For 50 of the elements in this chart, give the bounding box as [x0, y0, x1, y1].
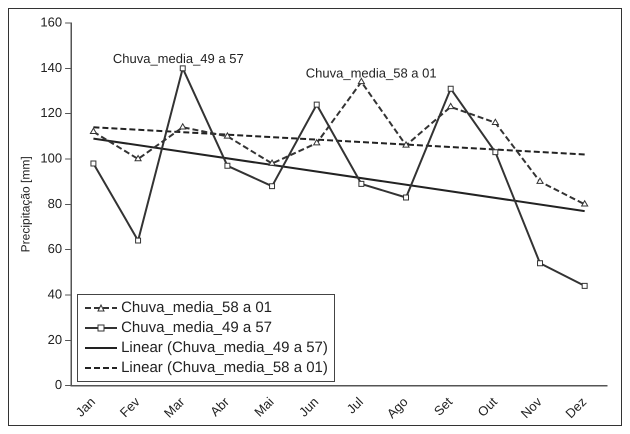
- point: [314, 102, 320, 108]
- y-tick-label: 120: [40, 105, 62, 120]
- point: [90, 128, 97, 134]
- y-tick-label: 80: [48, 196, 62, 211]
- x-tick-label: Jun: [296, 394, 322, 420]
- y-tick-label: 60: [48, 241, 62, 256]
- legend-label: Chuva_media_49 a 57: [121, 318, 272, 338]
- point: [492, 149, 498, 156]
- y-tick-label: 20: [48, 332, 62, 347]
- y-tick-label: 140: [40, 60, 62, 75]
- point: [224, 162, 230, 169]
- x-tick-label: Fev: [116, 394, 144, 420]
- point: [358, 180, 364, 187]
- x-tick-label: Ago: [384, 394, 411, 422]
- annotation: Chuva_media_49 a 57: [112, 50, 244, 66]
- legend-label: Linear (Chuva_media_58 a 01): [121, 358, 328, 378]
- point: [582, 282, 588, 289]
- point: [268, 160, 276, 166]
- y-axis-title: Precipitação [mm]: [18, 156, 33, 252]
- point: [402, 141, 410, 148]
- point: [537, 260, 543, 266]
- annotation: Chuva_media_58 a 01: [306, 65, 437, 80]
- y-tick-label: 0: [54, 377, 62, 392]
- y-tick-label: 40: [48, 286, 62, 302]
- x-tick-label: Set: [430, 394, 456, 419]
- point: [135, 238, 142, 244]
- point: [447, 102, 454, 110]
- legend-label: Linear (Chuva_media_49 a 57): [121, 338, 328, 358]
- x-tick-label: Jul: [344, 394, 366, 417]
- point: [492, 118, 499, 125]
- x-tick-label: Dez: [562, 394, 590, 422]
- point: [179, 123, 186, 130]
- point: [224, 132, 231, 139]
- x-tick-label: Mai: [251, 394, 277, 420]
- point: [313, 139, 320, 146]
- y-tick-label: 160: [40, 14, 62, 30]
- point: [134, 154, 142, 162]
- x-tick-label: Nov: [518, 394, 546, 422]
- point: [403, 194, 410, 200]
- x-tick-label: Jan: [72, 394, 98, 420]
- x-tick-label: Out: [474, 394, 500, 420]
- point: [90, 160, 96, 166]
- x-tick-label: Abr: [207, 394, 233, 420]
- y-tick-label: 100: [40, 150, 62, 166]
- point: [536, 178, 544, 184]
- legend-label: Chuva_media_58 a 01: [121, 298, 272, 318]
- point: [448, 86, 454, 92]
- point: [269, 183, 276, 190]
- point: [581, 200, 588, 207]
- x-tick-label: Mar: [160, 394, 188, 421]
